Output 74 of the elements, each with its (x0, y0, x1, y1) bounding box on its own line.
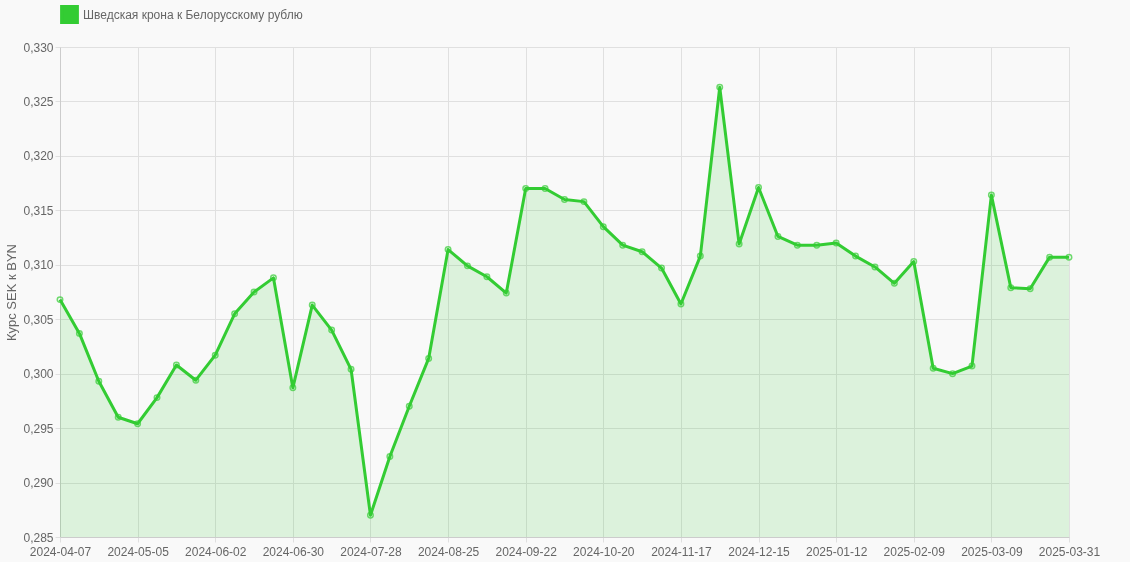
y-tick-label: 0,325 (23, 94, 54, 109)
point (774, 232, 782, 240)
x-tick-label: 2024-12-15 (728, 544, 791, 559)
point (638, 248, 646, 256)
point (56, 296, 64, 304)
x-tick-label: 2024-10-20 (573, 544, 635, 559)
point (95, 377, 103, 385)
point (755, 183, 763, 191)
point (696, 252, 704, 260)
x-tick-label: 2024-11-17 (651, 544, 712, 559)
point (386, 452, 394, 460)
y-tick-label: 0,305 (23, 312, 54, 327)
point (134, 420, 142, 428)
y-tick-label: 0,290 (23, 476, 54, 491)
x-tick-label: 2024-06-30 (262, 544, 325, 559)
point (328, 326, 336, 334)
point (114, 413, 122, 421)
point (658, 264, 666, 272)
point (619, 241, 627, 249)
y-tick-label: 0,330 (23, 40, 54, 55)
point (463, 262, 471, 270)
point (289, 384, 297, 392)
point (813, 241, 821, 249)
point (852, 252, 860, 260)
point (75, 329, 83, 337)
point (425, 354, 433, 362)
point (444, 246, 452, 254)
point (561, 195, 568, 203)
point (949, 370, 957, 378)
point (929, 364, 937, 372)
x-tick-label: 2025-01-12 (805, 544, 868, 559)
point (269, 274, 277, 282)
point (580, 198, 588, 206)
point (366, 511, 374, 519)
point (308, 301, 316, 309)
x-tick-label: 2025-03-09 (961, 544, 1023, 559)
x-tick-label: 2024-09-22 (495, 544, 558, 559)
point (910, 258, 918, 265)
y-tick-label: 0,295 (23, 421, 54, 436)
point (192, 376, 200, 384)
point (677, 300, 685, 308)
point (172, 361, 180, 369)
y-tick-label: 0,315 (23, 203, 54, 218)
point (153, 394, 161, 402)
point (1007, 284, 1015, 292)
point (832, 239, 840, 247)
x-tick-label: 2024-07-28 (340, 544, 402, 559)
x-tick-label: 2024-05-05 (107, 544, 170, 559)
point (987, 191, 995, 199)
x-tick-label: 2024-04-07 (29, 544, 92, 559)
point (793, 241, 801, 249)
point (599, 223, 607, 231)
point (735, 240, 743, 248)
x-tick-label: 2024-08-25 (417, 544, 480, 559)
x-tick-label: 2024-06-02 (185, 544, 247, 559)
point (483, 273, 491, 281)
point (405, 402, 413, 410)
point (347, 365, 355, 373)
point (522, 185, 530, 193)
point (1026, 285, 1034, 293)
point (231, 310, 239, 318)
y-tick-label: 0,320 (23, 149, 54, 164)
legend-label: Шведская крона к Белорусскому рублю (83, 7, 303, 22)
point (890, 279, 898, 287)
y-tick-label: 0,300 (23, 367, 54, 382)
point (1046, 253, 1054, 261)
point (541, 185, 549, 193)
point (716, 83, 724, 91)
y-axis-title: Курс SEK к BYN (4, 244, 20, 341)
y-tick-label: 0,285 (23, 530, 54, 545)
x-tick-label: 2025-02-09 (883, 544, 946, 559)
y-tick-label: 0,310 (23, 258, 54, 273)
point (211, 351, 219, 359)
x-tick-label: 2025-03-31 (1038, 544, 1101, 559)
